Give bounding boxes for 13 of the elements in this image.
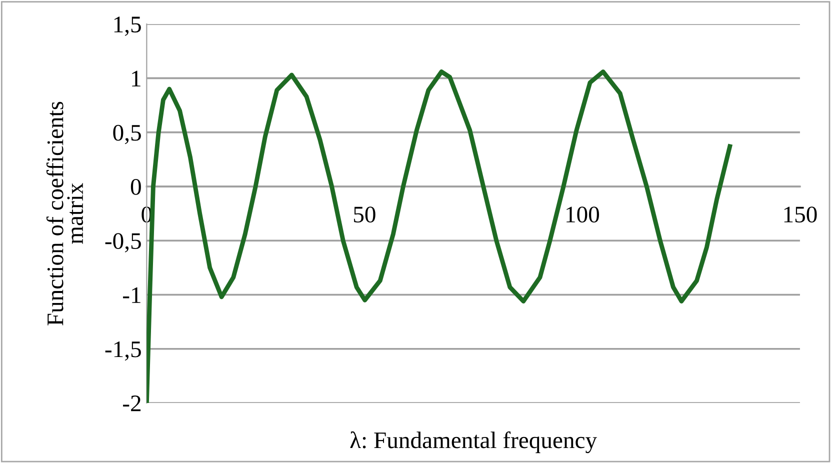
y-tick-label: 0: [130, 178, 141, 195]
y-tick-label: -0,5: [105, 233, 141, 252]
y-tick-label: 1,5: [114, 16, 141, 36]
x-tick-label: 100: [566, 206, 600, 223]
y-tick-label: 0,5: [113, 124, 141, 144]
x-axis-title: λ: Fundamental frequency: [350, 431, 597, 454]
y-tick-label: -1: [123, 287, 140, 303]
y-axis-title: Function of coefficients matrix: [46, 102, 84, 326]
y-tick-label: 1: [132, 70, 140, 86]
y-tick-label: -2: [123, 396, 141, 412]
y-tick-label: -1,5: [105, 341, 141, 361]
x-tick-label: 50: [354, 206, 376, 223]
x-tick-label: 150: [784, 206, 817, 223]
